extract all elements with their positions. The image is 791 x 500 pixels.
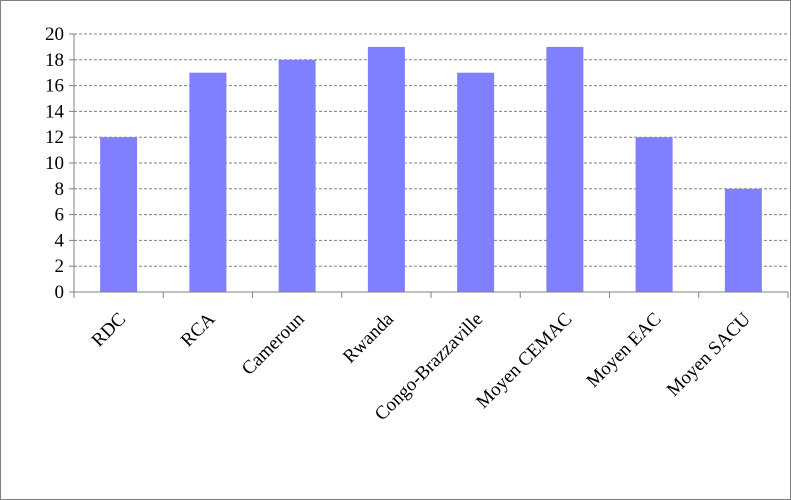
y-tick-label: 4 <box>55 230 65 251</box>
y-tick-label: 14 <box>45 101 65 122</box>
bars <box>100 46 762 293</box>
y-tick-label: 2 <box>55 256 65 277</box>
y-tick-label: 18 <box>45 50 64 71</box>
category-label: Cameroun <box>238 308 309 379</box>
category-label: Moyen EAC <box>583 309 666 392</box>
bar-congo-brazzaville <box>457 72 495 292</box>
y-tick-label: 0 <box>55 282 65 303</box>
y-tick-label: 12 <box>45 127 64 148</box>
y-tick-label: 20 <box>45 24 64 45</box>
bar-moyen-eac <box>635 137 673 292</box>
bar-rca <box>189 72 227 292</box>
category-labels: RDC RCA Cameroun RwandaCongo-BrazzavilleMoy… <box>88 308 755 425</box>
bar-moyen-sacu <box>724 188 762 292</box>
y-tick-label: 16 <box>45 76 64 97</box>
x-tick-marks <box>73 292 789 298</box>
category-label: Moyen SACU <box>663 308 755 400</box>
category-label: Moyen CEMAC <box>472 309 576 413</box>
y-tick-label: 8 <box>55 179 65 200</box>
bar-rdc <box>100 137 138 292</box>
bar-rwanda <box>367 46 405 293</box>
y-tick-labels: 0 2 4 6 8 10 12 14 16 18 20 <box>45 24 74 303</box>
category-label: Rwanda <box>339 308 398 367</box>
category-label: RDC <box>88 309 130 351</box>
y-tick-label: 6 <box>55 205 65 226</box>
category-label: RCA <box>177 308 220 351</box>
grid-lines <box>74 33 788 267</box>
bar-cameroun <box>278 59 316 292</box>
bar-moyen-cemac <box>546 46 584 293</box>
y-tick-label: 10 <box>45 153 64 174</box>
